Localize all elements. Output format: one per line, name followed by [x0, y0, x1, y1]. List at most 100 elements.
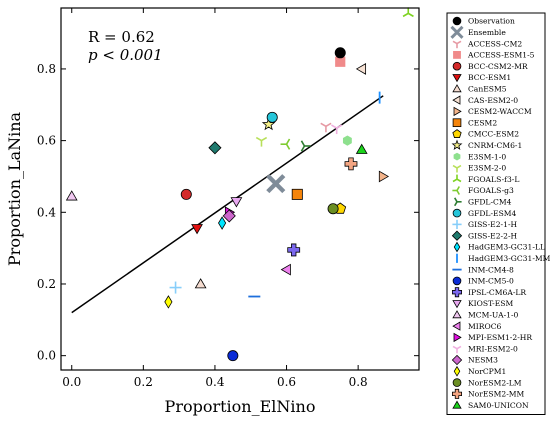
point-observation: [334, 47, 346, 59]
legend-label-bcc-csm2-mr: BCC-CSM2-MR: [468, 62, 528, 71]
legend-label-fgoals-f3-l: FGOALS-f3-L: [468, 175, 519, 184]
regression-line-layer: [71, 95, 384, 314]
legend-marker-fgoals-f3-l: [452, 174, 462, 183]
legend-marker-observation: [452, 16, 462, 26]
legend-marker-e3sm-1-0: [453, 152, 461, 161]
legend-label-mri-esm2-0: MRI-ESM2-0: [468, 344, 518, 353]
legend-marker-cmcc-esm2: [452, 129, 462, 138]
axis-ticks: 0.0 0.2 0.4 0.6 0.8 0.0 0.2 0.4 0.6 0.8: [37, 8, 419, 389]
legend-marker-sam0-unicon: [452, 400, 462, 409]
legend-label-canesm5: CanESM5: [468, 85, 507, 94]
legend-marker-cesm2: [452, 118, 462, 128]
legend-marker-cnrm-cm6-1: [451, 139, 463, 150]
legend-marker-access-esm1-5: [453, 50, 461, 59]
point-bcc-esm1: [191, 224, 203, 235]
legend-marker-hadgem3-gc31-ll: [453, 241, 461, 253]
legend-label-giss-e2-1-h: GISS-E2-1-H: [468, 220, 518, 229]
legend-marker-miroc6: [452, 321, 461, 331]
point-mri-esm2-0: [331, 124, 343, 135]
legend-label-nesm3: NESM3: [468, 356, 498, 365]
legend-label-sam0-unicon: SAM0-UNICON: [468, 401, 529, 410]
legend-label-e3sm-2-0: E3SM-2-0: [468, 164, 506, 173]
legend-marker-cesm2-waccm: [453, 106, 462, 117]
point-ipsl-cm6a-lr: [287, 243, 301, 257]
legend-label-cesm2-waccm: CESM2-WACCM: [468, 107, 532, 116]
legend-marker-gfdl-esm4: [452, 208, 462, 218]
legend-marker-noresm2-lm: [452, 378, 462, 387]
point-gfdl-esm4: [266, 111, 278, 123]
legend-label-mpi-esm1-2-hr: MPI-ESM1-2-HR: [468, 333, 532, 342]
correlation-annotation: R = 0.62: [88, 28, 155, 46]
legend-marker-cas-esm2-0: [452, 95, 461, 105]
legend-label-noresm2-mm: NorESM2-MM: [468, 390, 525, 399]
x-tick-label: 0.6: [277, 375, 296, 389]
point-noresm2-mm: [344, 157, 358, 171]
legend-label-kiost-esm: KIOST-ESM: [468, 299, 513, 308]
legend-label-fgoals-g3: FGOALS-g3: [468, 186, 514, 195]
pvalue-annotation: p < 0.001: [88, 46, 163, 64]
point-norcpm1: [164, 295, 173, 309]
plot-frame: [60, 7, 420, 371]
point-kiost-esm: [230, 197, 243, 208]
legend-marker-e3sm-2-0: [452, 164, 462, 173]
legend-box: [446, 12, 546, 415]
legend-marker-gfdl-cm4: [454, 197, 462, 207]
point-e3sm-1-0: [342, 135, 352, 146]
point-mcm-ua-1-0: [65, 190, 78, 201]
point-hadgem3-gc31-ll: [218, 216, 227, 230]
legend-label-ensemble: Ensemble: [468, 28, 506, 37]
legend-label-ipsl-cm6a-lr: IPSL-CM6A-LR: [468, 288, 526, 297]
legend-label-access-esm1-5: ACCESS-ESM1-5: [467, 51, 535, 60]
legend-label-noresm2-lm: NorESM2-LM: [468, 378, 522, 387]
legend-label-hadgem3-gc31-ll: HadGEM3-GC31-LL: [468, 243, 545, 252]
data-points-layer: [65, 7, 414, 362]
plot-border: [60, 7, 420, 371]
point-canesm5: [194, 278, 207, 289]
point-bcc-csm2-mr: [180, 188, 192, 200]
legend-label-e3sm-1-0: E3SM-1-0: [468, 152, 506, 161]
legend-marker-giss-e2-1-h: [452, 219, 462, 229]
legend-label-inm-cm4-8: INM-CM4-8: [468, 265, 514, 274]
x-tick-label: 0.4: [205, 375, 224, 389]
regression-line: [71, 95, 384, 314]
point-access-esm1-5: [335, 56, 346, 67]
legend: Observation Ensemble ACCESS-CM2 ACCESS-ESM1…: [446, 12, 550, 415]
point-access-cm2: [320, 122, 332, 133]
legend-marker-kiost-esm: [452, 300, 462, 309]
y-tick-label: 0.4: [37, 205, 56, 219]
legend-label-inm-cm5-0: INM-CM5-0: [468, 277, 514, 286]
point-miroc6: [280, 263, 291, 276]
point-fgoals-g3: [280, 138, 291, 150]
legend-label-cmcc-esm2: CMCC-ESM2: [468, 130, 519, 139]
point-cas-esm2-0: [355, 63, 367, 75]
point-gfdl-cm4: [300, 140, 311, 152]
point-ensemble: [266, 174, 286, 194]
y-tick-label: 0.2: [37, 277, 56, 291]
legend-marker-bcc-csm2-mr: [452, 61, 462, 71]
point-cesm2: [291, 188, 303, 200]
y-tick-label: 0.0: [37, 349, 56, 363]
y-tick-label: 0.6: [37, 134, 56, 148]
y-axis-label: Proportion_LaNina: [5, 111, 24, 266]
legend-label-access-cm2: ACCESS-CM2: [467, 39, 522, 48]
legend-marker-noresm2-mm: [451, 388, 463, 399]
legend-label-cas-esm2-0: CAS-ESM2-0: [468, 96, 518, 105]
legend-marker-giss-e2-2-h: [451, 230, 463, 241]
point-giss-e2-2-h: [208, 141, 222, 155]
point-noresm2-lm: [327, 203, 339, 215]
legend-marker-mpi-esm1-2-hr: [453, 332, 462, 343]
legend-marker-bcc-esm1: [452, 74, 462, 83]
point-e3sm-2-0: [255, 136, 268, 147]
legend-label-gfdl-esm4: GFDL-ESM4: [468, 209, 517, 218]
legend-marker-access-cm2: [452, 40, 462, 49]
x-tick-label: 0.8: [349, 375, 368, 389]
legend-marker-fgoals-g3: [452, 186, 460, 195]
legend-label-gfdl-cm4: GFDL-CM4: [468, 198, 512, 207]
x-tick-label: 0.0: [62, 375, 81, 389]
legend-marker-canesm5: [452, 84, 462, 93]
legend-label-cesm2: CESM2: [468, 118, 497, 127]
x-axis-label: Proportion_ElNino: [165, 397, 316, 416]
legend-marker-inm-cm5-0: [452, 276, 462, 286]
legend-label-mcm-ua-1-0: MCM-UA-1-0: [468, 311, 519, 320]
